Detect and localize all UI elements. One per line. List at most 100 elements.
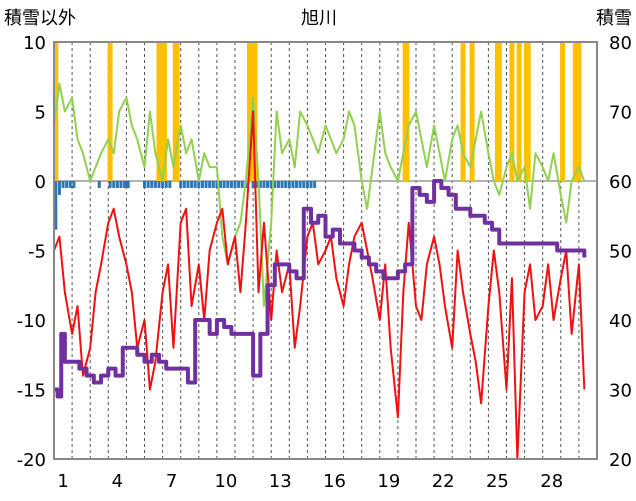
precip-bar [211, 181, 215, 188]
snow-depth-line [54, 179, 587, 399]
precip-bar [233, 181, 237, 188]
right-tick-label: 50 [609, 242, 632, 263]
precip-bar [72, 181, 76, 188]
x-tick-label: 19 [377, 471, 400, 492]
precip-bar [108, 181, 112, 188]
chart-title: 旭川 [301, 8, 337, 29]
precip-bar [273, 181, 277, 188]
precip-bar [54, 181, 58, 230]
right-tick-label: 40 [609, 311, 632, 332]
precip-bar [112, 181, 116, 188]
precip-bar [251, 181, 255, 188]
precip-bar [65, 181, 69, 188]
precip-bar [305, 181, 309, 188]
left-tick-label: -5 [28, 242, 46, 263]
precip-bar [262, 181, 266, 188]
left-tick-label: 10 [23, 33, 46, 54]
humidity-like-line [53, 82, 586, 308]
precip-bar [266, 181, 270, 188]
snowfall-bar [161, 42, 167, 181]
left-tick-label: -10 [17, 311, 46, 332]
precip-bar [197, 181, 201, 188]
left-axis-title: 積雪以外 [4, 8, 76, 29]
precip-bar [182, 181, 186, 188]
left-tick-label: 0 [35, 172, 46, 193]
precip-bar [284, 181, 288, 188]
precip-bar [193, 181, 197, 188]
snowfall-bar [560, 42, 566, 181]
precip-bar [269, 181, 273, 188]
snowfall-bar [404, 42, 410, 181]
snowfall-bar [469, 42, 475, 181]
precip-bar [240, 181, 244, 188]
precip-bar [119, 181, 123, 188]
precip-bar [61, 181, 65, 188]
precip-bar [150, 181, 154, 188]
lines [53, 82, 587, 460]
precip-bar [157, 181, 161, 188]
right-tick-label: 80 [609, 33, 632, 54]
x-tick-label: 28 [540, 471, 563, 492]
right-tick-label: 60 [609, 172, 632, 193]
bars [53, 42, 582, 230]
precip-bar [124, 181, 128, 188]
precip-bar [219, 181, 223, 188]
snowfall-bar [576, 42, 582, 181]
precip-bar [291, 181, 295, 188]
snowfall-bar [516, 42, 522, 181]
x-tick-label: 1 [57, 471, 68, 492]
precip-bar [298, 181, 302, 188]
precip-bar [309, 181, 313, 188]
precip-bar [258, 181, 262, 188]
precip-bar [302, 181, 306, 188]
precip-bar [200, 181, 204, 188]
precip-bar [186, 181, 190, 188]
snowfall-bar [509, 42, 515, 181]
precip-bar [190, 181, 194, 188]
precip-bar [204, 181, 208, 188]
precip-bar [68, 181, 72, 188]
precip-bar [115, 181, 119, 188]
snowfall-bar [107, 42, 113, 181]
precip-bar [287, 181, 291, 188]
precip-bar [208, 181, 212, 188]
snowfall-bar [525, 42, 531, 181]
snowfall-bar [174, 42, 180, 181]
precip-bar [255, 181, 259, 188]
right-tick-label: 70 [609, 103, 632, 124]
precip-bar [237, 181, 241, 188]
snowfall-bar [156, 42, 162, 181]
x-tick-label: 13 [269, 471, 292, 492]
precip-bar [161, 181, 165, 188]
precip-bar [313, 181, 317, 188]
precip-bar [179, 181, 183, 188]
precip-bar [126, 181, 130, 188]
precip-bar [97, 181, 101, 188]
x-tick-label: 7 [166, 471, 177, 492]
left-tick-label: -15 [17, 381, 46, 402]
left-tick-label: 5 [35, 103, 46, 124]
right-tick-label: 30 [609, 381, 632, 402]
precip-bar [276, 181, 280, 188]
precip-bar [143, 181, 146, 188]
precip-bar [226, 181, 230, 188]
right-tick-label: 20 [609, 450, 632, 471]
precip-bar [215, 181, 219, 188]
precip-bar [295, 181, 299, 188]
left-tick-label: -20 [17, 450, 46, 471]
snowfall-bar [460, 42, 466, 181]
precip-bar [280, 181, 284, 188]
precip-bar [153, 181, 157, 188]
precip-bar [168, 181, 172, 188]
x-tick-label: 16 [323, 471, 346, 492]
precip-bar [222, 181, 226, 188]
right-axis-title: 積雪 [596, 8, 632, 29]
precip-bar [146, 181, 150, 188]
plot-frame [53, 41, 598, 460]
precip-bar [123, 181, 127, 188]
snowfall-bar [496, 42, 502, 181]
x-tick-label: 25 [486, 471, 509, 492]
air-temperature-line [53, 110, 586, 460]
